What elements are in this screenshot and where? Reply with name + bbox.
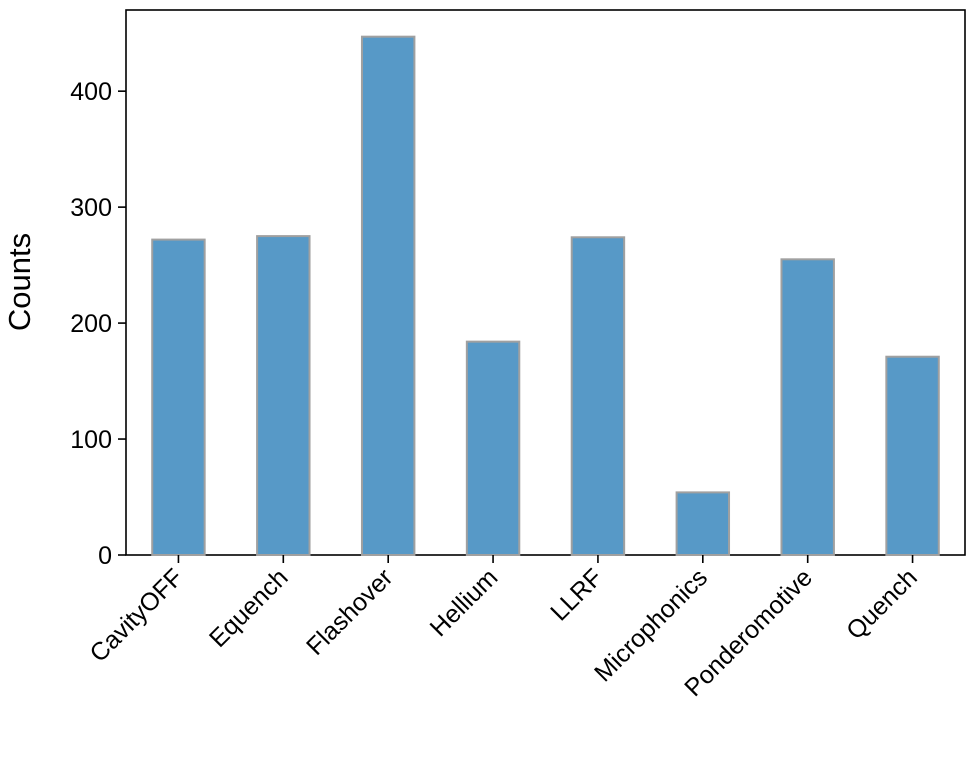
y-axis-ticks: 0 100 200 300 400 xyxy=(70,78,126,570)
x-tick-label-quench: Quench xyxy=(841,563,923,645)
plot-frame xyxy=(125,9,966,556)
x-tick-label-llrf: LLRF xyxy=(545,563,608,626)
x-axis-labels: CavityOFF Equench Flashover Hellium LLRFMicr… xyxy=(84,555,923,702)
bars-group xyxy=(151,35,940,557)
x-tick-label-hellium: Hellium xyxy=(425,563,504,642)
bar-ponderomotive xyxy=(780,258,835,556)
bar-microphonics xyxy=(675,491,731,556)
bar-quench xyxy=(885,355,940,556)
x-tick-label-flashover: Flashover xyxy=(301,563,398,660)
bar-llrf xyxy=(570,236,626,557)
y-tick-label: 0 xyxy=(98,542,112,570)
y-tick-label: 400 xyxy=(70,78,112,106)
y-tick-label: 100 xyxy=(70,426,112,454)
x-tick-label-cavityoff: CavityOFF xyxy=(84,563,188,667)
bar-equench xyxy=(256,235,311,556)
bar-cavityoff xyxy=(151,238,206,557)
y-axis-label: Counts xyxy=(2,233,37,331)
y-tick-label: 300 xyxy=(70,194,112,222)
bar-hellium xyxy=(465,340,521,557)
y-tick-label: 200 xyxy=(70,310,112,338)
x-tick-label-equench: Equench xyxy=(204,563,294,653)
bar-flashover xyxy=(360,35,416,556)
